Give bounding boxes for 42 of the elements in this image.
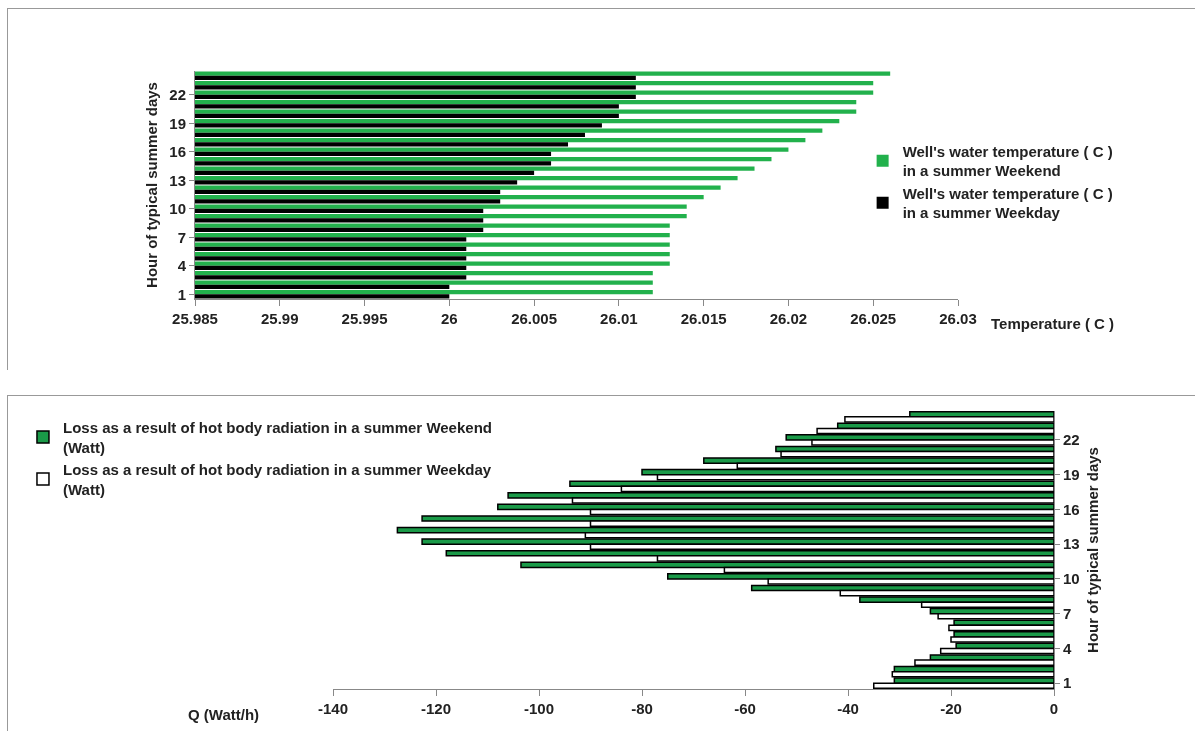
x-tick-label: 0 (1049, 700, 1059, 717)
x-tick-label: -140 (317, 700, 349, 717)
x-tick-label: 26.02 (769, 310, 808, 327)
x-tick-label: -80 (631, 700, 653, 717)
x-tick-label: 25.985 (172, 310, 218, 327)
x-tick-label: -40 (837, 700, 859, 717)
y-tick-label: 1 (1063, 674, 1072, 692)
x-tick-label: -60 (734, 700, 756, 717)
y-tick-label: 22 (1063, 431, 1080, 449)
x-tick-label: 25.995 (341, 310, 388, 327)
x-axis-title: Temperature ( C ) (991, 315, 1115, 332)
x-tick-label: 26 (440, 310, 458, 327)
y-tick-label: 13 (1063, 535, 1080, 553)
y-tick-label: 10 (1063, 570, 1080, 588)
legend-label: Loss as a result of hot body radiation in a summer Weekday (Watt) (62, 461, 492, 498)
y-tick-label: 19 (1063, 465, 1080, 483)
y-tick-label: 13 (169, 171, 186, 189)
x-tick-label: 26.015 (680, 310, 727, 327)
y-tick-label: 22 (169, 86, 186, 103)
x-tick-label: -20 (940, 700, 962, 717)
x-tick-label: 26.03 (939, 310, 977, 327)
x-tick-label: 26.01 (600, 310, 638, 327)
y-tick-label: 16 (169, 143, 186, 160)
y-tick-label: 1 (177, 285, 186, 303)
y-tick-label: 7 (177, 228, 186, 246)
y-tick-label: 10 (169, 200, 186, 217)
x-axis-title: Q (Watt/h) (188, 706, 260, 723)
x-tick-label: 26.005 (511, 310, 558, 327)
y-tick-label: 4 (177, 257, 187, 274)
y-axis-title: Hour of typical summer days (142, 82, 160, 288)
y-tick-label: 7 (1063, 604, 1072, 622)
x-tick-label: 26.025 (850, 310, 897, 327)
y-tick-label: 16 (1063, 500, 1080, 518)
x-tick-label: -100 (523, 700, 555, 717)
legend-label: Loss as a result of hot body radiation in a summer Weekend (Watt) (62, 419, 492, 456)
legend-label: Well's water temperature ( C ) in a summer Weekday (902, 184, 1113, 222)
x-tick-label: -120 (420, 700, 452, 717)
y-tick-label: 4 (1063, 639, 1072, 657)
x-tick-label: 25.99 (261, 310, 299, 327)
legend-label: Well's water temperature ( C ) in a summer Weekend (902, 142, 1113, 180)
y-tick-label: 19 (169, 114, 186, 132)
y-axis-title: Hour of typical summer days (1083, 447, 1101, 653)
